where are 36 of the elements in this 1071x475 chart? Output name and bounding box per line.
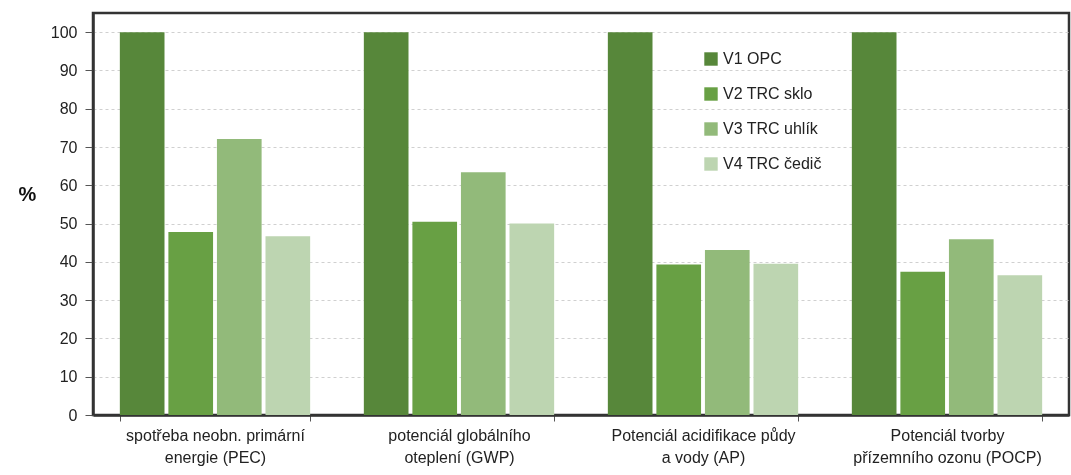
bar	[753, 263, 799, 415]
y-tick-label: 100	[50, 23, 78, 41]
bar	[851, 32, 897, 415]
y-tick-label: 10	[59, 368, 78, 386]
bar	[656, 264, 702, 415]
y-tick-label: 30	[59, 291, 78, 309]
y-tick-label: 60	[59, 176, 78, 194]
legend-label: V4 TRC čedič	[723, 155, 822, 172]
y-tick-label: 40	[59, 253, 78, 271]
y-tick-label: 80	[59, 100, 78, 118]
bar	[460, 172, 506, 415]
legend-label: V2 TRC sklo	[723, 85, 813, 102]
bar	[265, 236, 311, 415]
x-tick-label: Potenciál acidifikace půdy a vody (AP)	[611, 426, 796, 466]
bar	[948, 239, 994, 415]
bar	[704, 249, 750, 415]
bar	[216, 138, 262, 415]
y-tick-label: 50	[59, 215, 78, 233]
y-tick-label: 90	[59, 61, 78, 79]
bar	[997, 275, 1043, 415]
x-tick-label: potenciál globálního oteplení (GWP)	[388, 426, 531, 466]
y-axis-title: %	[18, 182, 37, 205]
bar	[607, 32, 653, 415]
bar	[509, 223, 555, 415]
bar	[412, 221, 458, 415]
y-tick-label: 20	[59, 329, 78, 347]
x-tick-label: Potenciál tvorby přízemního ozonu (POCP)	[853, 426, 1042, 466]
bar	[168, 231, 214, 415]
y-tick-label: 70	[59, 138, 78, 156]
legend-label: V1 OPC	[723, 50, 782, 67]
bar	[363, 32, 409, 415]
legend-label: V3 TRC uhlík	[723, 120, 819, 137]
bar	[900, 271, 946, 415]
y-tick-label: 0	[68, 406, 78, 424]
x-tick-label: spotřeba neobn. primární energie (PEC)	[126, 426, 306, 466]
bar	[119, 32, 165, 415]
